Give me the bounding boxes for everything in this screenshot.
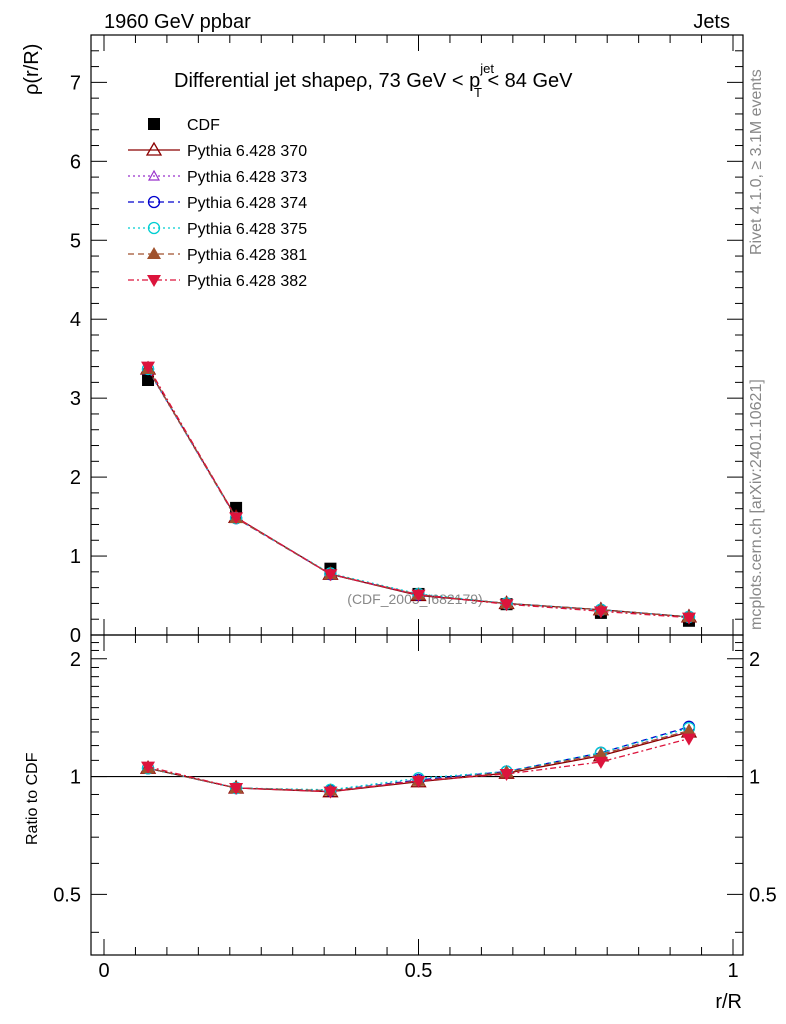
legend-marker-p375	[147, 221, 161, 235]
ratio-ytick-label-right: 2	[749, 649, 760, 671]
legend-label-cdf: CDF	[187, 117, 220, 134]
main-ylabel: ρ(r/R)	[21, 44, 43, 95]
main-ytick-label: 0	[70, 625, 81, 647]
main-point-p382	[681, 612, 696, 625]
ratio-point-p381	[681, 723, 696, 736]
ratio-ytick-label-right: 0.5	[749, 884, 777, 906]
main-line-p375	[147, 368, 690, 618]
title-prefix: Differential jet shapeρ, 73 GeV < p	[174, 70, 480, 92]
ratio-ytick-label-left: 0.5	[53, 884, 81, 906]
legend-label-p374: Pythia 6.428 374	[187, 195, 307, 212]
legend-marker-cdf	[148, 118, 160, 130]
main-ytick-label: 1	[70, 546, 81, 568]
x-tick-label: 0.5	[405, 960, 433, 982]
ratio-point-p382	[681, 733, 696, 746]
ratio-ytick-label-left: 2	[70, 649, 81, 671]
main-ytick-label: 7	[70, 72, 81, 94]
main-point-p382	[229, 512, 244, 525]
ratio-point-p381	[593, 747, 608, 760]
header-left: 1960 GeV ppbar	[104, 11, 251, 33]
main-ytick-label: 5	[70, 230, 81, 252]
mcplots-label: mcplots.cern.ch [arXiv:2401.10621]	[748, 379, 765, 630]
legend-label-p381: Pythia 6.428 381	[187, 247, 307, 264]
legend-label-p373: Pythia 6.428 373	[187, 169, 307, 186]
main-line-p382	[147, 366, 690, 619]
ratio-ytick-label-left: 1	[70, 767, 81, 789]
ratio-point-p382	[499, 769, 514, 782]
main-point-p382	[323, 569, 338, 582]
main-point-p382	[499, 599, 514, 612]
rivet-label: Rivet 4.1.0, ≥ 3.1M events	[748, 69, 765, 255]
main-point-cdf	[142, 374, 155, 386]
ratio-plot-frame	[90, 634, 744, 956]
plot-title: Differential jet shapeρ, 73 GeV < pjet T …	[174, 61, 573, 100]
ratio-point-p382	[593, 756, 608, 769]
x-tick-label: 0	[98, 960, 109, 982]
legend-marker-p382	[147, 275, 161, 287]
main-point-cdf	[230, 501, 243, 514]
legend-label-p370: Pythia 6.428 370	[187, 143, 307, 160]
main-line-p370	[147, 368, 690, 618]
x-axis-label: r/R	[715, 991, 742, 1013]
main-point-p382	[411, 589, 426, 602]
ratio-point-p382	[323, 786, 338, 799]
title-sup: jet	[479, 61, 494, 76]
main-series	[139, 360, 698, 627]
legend-marker-p370	[145, 141, 163, 156]
main-ytick-label: 6	[70, 151, 81, 173]
ratio-point-p382	[229, 782, 244, 795]
main-point-p382	[593, 606, 608, 619]
ratio-ytick-label-right: 1	[749, 767, 760, 789]
x-tick-label: 1	[727, 960, 738, 982]
ratio-series	[139, 720, 698, 799]
legend-marker-p374	[147, 195, 161, 209]
main-line-p373	[147, 369, 690, 618]
ratio-point-p382	[411, 775, 426, 788]
main-line-p374	[147, 368, 690, 618]
main-ytick-label: 3	[70, 388, 81, 410]
ratio-point-p382	[141, 761, 156, 774]
header-right: Jets	[693, 11, 730, 33]
main-ytick-label: 2	[70, 467, 81, 489]
main-point-p382	[141, 361, 156, 374]
main-ytick-label: 4	[70, 309, 81, 331]
legend-marker-p381	[147, 247, 161, 259]
title-suffix: < 84 GeV	[482, 70, 573, 92]
title-sub: T	[474, 85, 482, 100]
main-ticks: 0 1 2 3 4 5 6 7	[70, 34, 743, 647]
ratio-ylabel: Ratio to CDF	[24, 752, 41, 845]
legend-marker-p373	[147, 169, 161, 181]
legend-label-p382: Pythia 6.428 382	[187, 273, 307, 290]
ratio-ticks: 0.5 0.5 1 1 2 2 0 0.5 1	[53, 635, 777, 982]
legend-label-p375: Pythia 6.428 375	[187, 221, 307, 238]
legend: CDF Pythia 6.428 370 Pythia 6.428 373 Pythi…	[128, 117, 307, 290]
main-line-p381	[147, 368, 690, 618]
